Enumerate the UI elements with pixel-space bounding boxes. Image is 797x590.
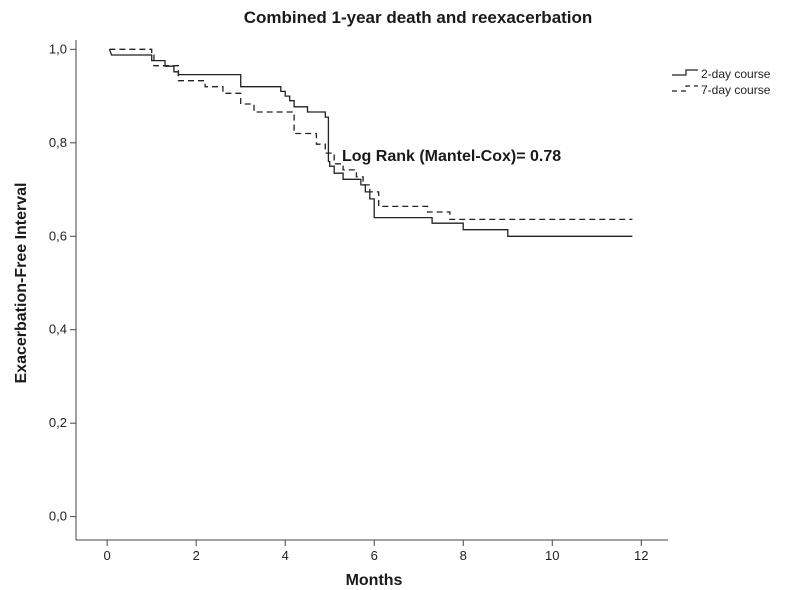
y-tick-label: 1,0 [49, 41, 67, 56]
series-line-7-day-course [109, 48, 633, 221]
x-tick-label: 12 [634, 548, 648, 563]
x-axis-title: Months [346, 572, 403, 589]
y-tick-label: 0,2 [49, 415, 67, 430]
x-tick-label: 10 [545, 548, 559, 563]
legend-swatch [672, 69, 698, 76]
log-rank-annotation: Log Rank (Mantel-Cox)= 0.78 [342, 148, 561, 165]
x-tick-label: 4 [282, 548, 289, 563]
y-tick-label: 0,6 [49, 228, 67, 243]
x-axis-ticks: 0 2 4 6 8 10 12 [104, 540, 649, 563]
x-tick-label: 8 [460, 548, 467, 563]
x-tick-label: 6 [371, 548, 378, 563]
chart-title: Combined 1-year death and reexacerbation [244, 8, 593, 27]
legend-swatch [672, 85, 698, 92]
y-tick-label: 0,4 [49, 322, 67, 337]
x-tick-label: 2 [193, 548, 200, 563]
y-tick-label: 0,0 [49, 509, 67, 524]
y-tick-label: 0,8 [49, 135, 67, 150]
legend: 2-day course 7-day course [672, 67, 771, 97]
series-line-2-day-course [108, 49, 633, 237]
y-axis-title: Exacerbation-Free Interval [13, 183, 30, 384]
legend-label: 7-day course [701, 83, 771, 97]
legend-label: 2-day course [701, 67, 771, 81]
x-tick-label: 0 [104, 548, 111, 563]
survival-curves [108, 48, 633, 237]
y-axis-ticks: 0,0 0,2 0,4 0,6 0,8 1,0 [49, 41, 76, 524]
